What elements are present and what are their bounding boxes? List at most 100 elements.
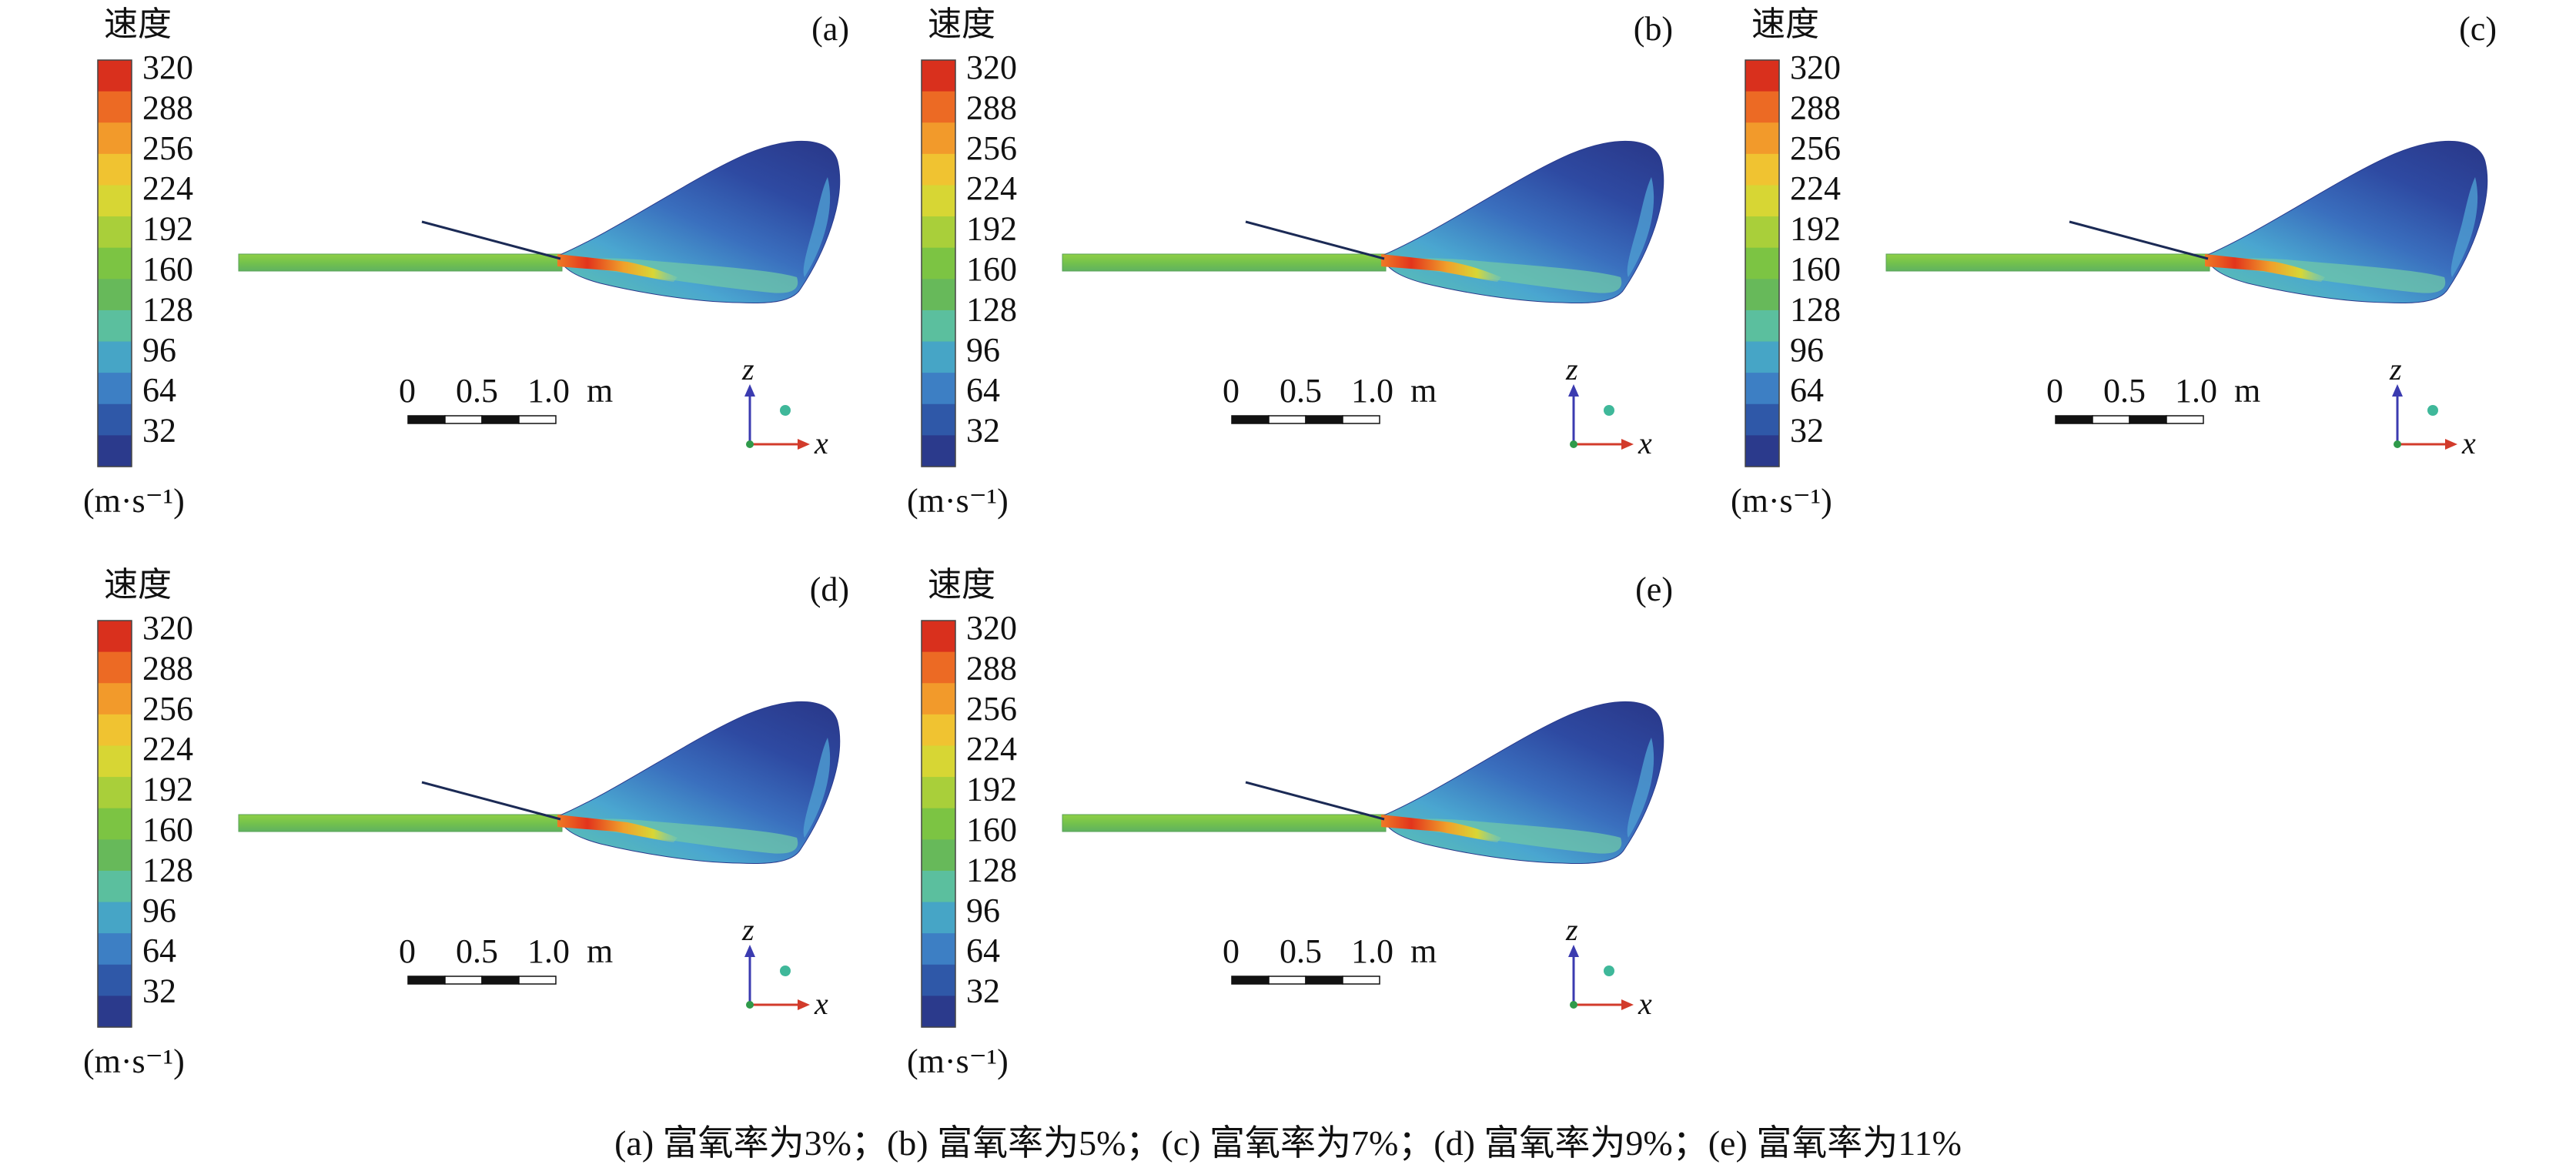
legend-swatch [922,153,955,186]
y-axis-dot-icon [1604,405,1614,416]
y-axis-dot-icon [2427,405,2438,416]
scale-bar-label: 1.0 [1351,372,1393,410]
legend-tick-label: 256 [966,129,1017,167]
legend-swatch [1745,185,1779,217]
z-axis-label: z [1565,912,1578,947]
scale-bar-segment [2092,415,2130,424]
scale-bar-unit: m [2234,372,2260,410]
legend-swatch [922,808,955,840]
legend-unit: (m·s⁻¹) [907,1042,1009,1080]
z-axis-label: z [2389,352,2402,387]
legend-tick-label: 128 [142,851,193,889]
duct-flow [1062,253,1387,272]
z-axis-arrow-icon [1568,384,1579,397]
legend-swatch [98,310,132,343]
legend-swatch [98,91,132,123]
scale-bar-label: 0.5 [1280,372,1322,410]
legend-tick-label: 224 [142,730,193,768]
y-axis-dot-icon [1604,966,1614,976]
legend-tick-label: 160 [142,250,193,288]
scale-bar-label: 0.5 [456,372,498,410]
legend-swatch [922,310,955,343]
z-axis-label: z [1565,352,1578,387]
legend-tick-label: 64 [142,371,176,409]
x-axis-label: x [1638,986,1652,1021]
scale-bar-segment [1342,976,1380,985]
legend-tick-label: 192 [142,771,193,808]
legend-swatch [922,435,955,467]
legend-tick-label: 128 [142,290,193,328]
x-axis-label: x [2461,426,2476,460]
legend-swatch [922,902,955,934]
scale-bar-segment [1231,415,1270,424]
legend-tick-label: 288 [142,649,193,687]
legend-title: 速度 [104,566,172,604]
panel-label: (d) [810,571,849,608]
legend-swatch [922,745,955,778]
legend-swatch [922,373,955,405]
duct-flow [1062,814,1387,832]
legend-tick-label: 320 [966,49,1017,86]
legend-tick-label: 96 [966,331,1000,369]
scale-bar-segment [1305,976,1343,985]
scale-bar-label: 0 [399,932,416,970]
scale-bar-segment [1305,415,1343,424]
legend-swatch [922,185,955,217]
scale-bar-unit: m [1410,372,1437,410]
wall-region [803,738,831,838]
legend-swatch [922,216,955,249]
legend-tick-label: 160 [142,811,193,848]
panel-b: 速度 320 288 256 224 192 160 128 96 64 32 (m·s⁻¹) (b) 0… [855,0,1678,539]
scale-bar-segment [518,976,557,985]
legend-swatch [98,683,132,715]
legend-swatch [922,651,955,684]
wall-region [803,177,831,277]
legend-tick-label: 64 [966,371,1000,409]
legend-swatch [922,996,955,1028]
legend-tick-label: 224 [142,169,193,207]
jet-core [2205,254,2325,282]
legend-tick-label: 128 [1790,290,1841,328]
legend-swatch [1745,310,1779,343]
scale-bar-label: 0 [1223,932,1239,970]
legend-tick-label: 256 [142,690,193,728]
legend-tick-label: 256 [966,690,1017,728]
panel-c: 速度 320 288 256 224 192 160 128 96 64 32 (m·s⁻¹) (c) 0… [1678,0,2502,539]
legend-swatch [922,122,955,155]
injection-lance [2069,220,2209,260]
legend-swatch [1745,60,1779,92]
scale-bar-segment [1268,415,1306,424]
legend-tick-label: 32 [1790,412,1824,450]
legend-swatch [98,777,132,809]
scale-bar-segment [2166,415,2204,424]
legend-tick-label: 288 [142,89,193,126]
legend-swatch [98,808,132,840]
scale-bar-segment [518,415,557,424]
legend-unit: (m·s⁻¹) [907,482,1009,520]
scale-bar-label: 1.0 [527,932,570,970]
scale-bar-label: 1.0 [1351,932,1393,970]
legend-tick-label: 320 [142,49,193,86]
scale-bar-label: 0.5 [1280,932,1322,970]
legend-tick-label: 64 [142,932,176,969]
legend-swatch [98,745,132,778]
origin-dot-icon [746,1001,754,1009]
legend-tick-label: 288 [1790,89,1841,126]
legend-unit: (m·s⁻¹) [83,482,185,520]
legend-tick-label: 64 [1790,371,1824,409]
legend-swatch [922,933,955,966]
x-axis-arrow-icon [1621,999,1634,1010]
legend-swatch [922,714,955,747]
legend-tick-label: 160 [966,811,1017,848]
panel-a: 速度 320 288 256 224 192 160 128 96 64 32 (m·s⁻¹) (a) 0… [31,0,855,539]
legend-swatch [98,870,132,903]
legend-swatch [1745,373,1779,405]
legend-title: 速度 [928,566,995,604]
scale-bar-label: 0.5 [2103,372,2146,410]
legend-tick-label: 320 [966,609,1017,647]
legend-tick-label: 288 [966,649,1017,687]
scale-bar-segment [444,976,483,985]
